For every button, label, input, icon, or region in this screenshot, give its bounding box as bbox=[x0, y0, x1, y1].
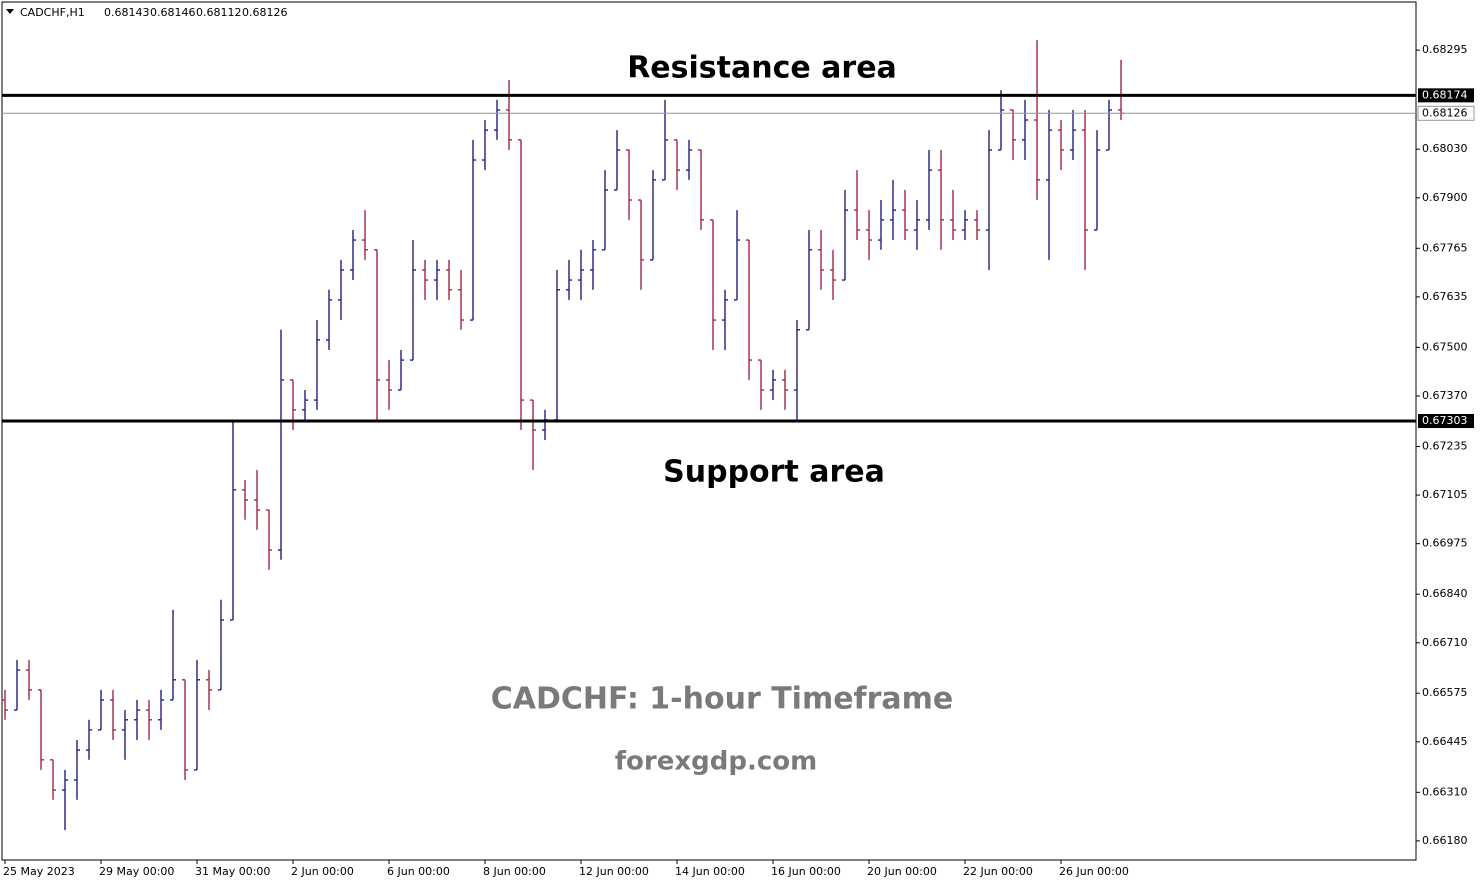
annotation: Resistance area bbox=[627, 51, 897, 86]
level-price-label: 0.67303 bbox=[1422, 414, 1468, 427]
y-tick-label: 0.66710 bbox=[1422, 636, 1468, 649]
current-price-box bbox=[1417, 105, 1475, 121]
y-tick-label: 0.66445 bbox=[1422, 735, 1468, 748]
x-tick-label: 31 May 00:00 bbox=[195, 865, 270, 878]
y-tick-label: 0.67105 bbox=[1422, 488, 1468, 501]
level-price-label: 0.68174 bbox=[1422, 88, 1468, 101]
plot-frame bbox=[1, 1, 1417, 861]
y-tick-label: 0.66840 bbox=[1422, 587, 1468, 600]
y-tick-label: 0.68030 bbox=[1422, 142, 1468, 155]
x-tick-label: 6 Jun 00:00 bbox=[387, 865, 450, 878]
y-tick-label: 0.66575 bbox=[1422, 686, 1468, 699]
x-tick-label: 8 Jun 00:00 bbox=[483, 865, 546, 878]
y-tick-label: 0.67370 bbox=[1422, 389, 1468, 402]
x-tick-label: 29 May 00:00 bbox=[99, 865, 174, 878]
x-tick-label: 16 Jun 00:00 bbox=[771, 865, 841, 878]
y-tick-label: 0.67900 bbox=[1422, 191, 1468, 204]
header-value: 0.68146 bbox=[150, 6, 196, 19]
current-price-label: 0.68126 bbox=[1422, 106, 1468, 119]
y-tick-label: 0.66975 bbox=[1422, 537, 1468, 550]
x-tick-label: 22 Jun 00:00 bbox=[963, 865, 1033, 878]
y-tick-label: 0.66310 bbox=[1422, 785, 1468, 798]
y-tick-label: 0.66180 bbox=[1422, 834, 1468, 847]
annotation: CADCHF: 1-hour Timeframe bbox=[491, 682, 954, 717]
x-tick-label: 26 Jun 00:00 bbox=[1059, 865, 1129, 878]
y-tick-label: 0.68295 bbox=[1422, 43, 1468, 56]
level-price-box bbox=[1418, 414, 1474, 429]
symbol: CADCHF,H1 bbox=[20, 6, 85, 19]
x-tick-label: 14 Jun 00:00 bbox=[675, 865, 745, 878]
y-tick-label: 0.67765 bbox=[1422, 241, 1468, 254]
annotation: forexgdp.com bbox=[615, 747, 817, 777]
y-tick-label: 0.67500 bbox=[1422, 340, 1468, 353]
menu-arrow bbox=[6, 9, 14, 14]
x-tick-label: 25 May 2023 bbox=[3, 865, 75, 878]
level-price-box bbox=[1418, 88, 1474, 103]
y-tick-label: 0.67235 bbox=[1422, 439, 1468, 452]
y-tick-label: 0.67635 bbox=[1422, 290, 1468, 303]
annotation: Support area bbox=[663, 455, 885, 490]
x-tick-label: 2 Jun 00:00 bbox=[291, 865, 354, 878]
header-value: 0.68143 bbox=[104, 6, 150, 19]
header-value: 0.68126 bbox=[242, 6, 288, 19]
header-value: 0.68112 bbox=[196, 6, 242, 19]
x-tick-label: 20 Jun 00:00 bbox=[867, 865, 937, 878]
x-tick-label: 12 Jun 00:00 bbox=[579, 865, 649, 878]
